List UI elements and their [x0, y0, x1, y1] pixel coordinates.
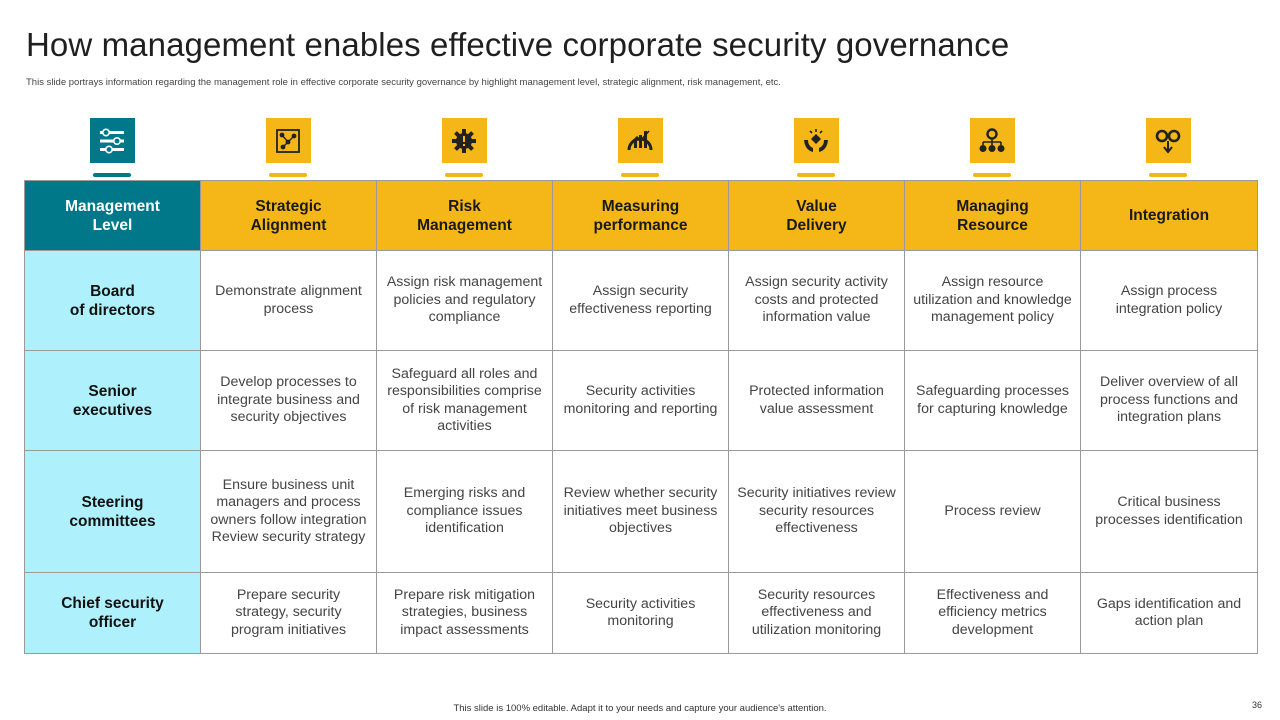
icon-cell-strategic-alignment [200, 118, 376, 178]
icon-row [24, 118, 1257, 178]
table-cell: Assign process integration policy [1080, 250, 1258, 351]
table-cell: Develop processes to integrate business … [200, 350, 377, 451]
table-cell: Safeguarding processes for capturing kno… [904, 350, 1081, 451]
header-value-delivery: Value Delivery [728, 180, 905, 251]
header-integration: Integration [1080, 180, 1258, 251]
table-row: Board of directors Demonstrate alignment… [24, 250, 1258, 351]
table-cell: Assign security effectiveness reporting [552, 250, 729, 351]
icon-underline [621, 173, 659, 177]
table-cell: Assign risk management policies and regu… [376, 250, 553, 351]
table-header-row: Management Level Strategic Alignment Ris… [24, 180, 1258, 251]
table-cell: Deliver overview of all process function… [1080, 350, 1258, 451]
table-cell: Security activities monitoring and repor… [552, 350, 729, 451]
icon-cell-measuring-performance [552, 118, 728, 178]
table-row: Steering committees Ensure business unit… [24, 450, 1258, 573]
strategy-chart-icon [265, 118, 311, 163]
table-cell: Emerging risks and compliance issues ide… [376, 450, 553, 573]
header-management-level: Management Level [24, 180, 201, 251]
table-cell: Assign resource utilization and knowledg… [904, 250, 1081, 351]
icon-cell-management-level [24, 118, 200, 178]
row-header-senior-executives: Senior executives [24, 350, 201, 451]
table-cell: Security initiatives review security res… [728, 450, 905, 573]
integration-gears-icon [1145, 118, 1191, 163]
icon-cell-integration [1080, 118, 1256, 178]
header-strategic-alignment: Strategic Alignment [200, 180, 377, 251]
settings-list-icon [89, 118, 135, 163]
icon-cell-value-delivery [728, 118, 904, 178]
table-cell: Security resources effectiveness and uti… [728, 572, 905, 654]
table-cell: Review whether security initiatives meet… [552, 450, 729, 573]
slide-title: How management enables effective corpora… [26, 26, 1010, 63]
gear-alert-icon [441, 118, 487, 163]
table-cell: Prepare risk mitigation strategies, busi… [376, 572, 553, 654]
icon-cell-risk-management [376, 118, 552, 178]
table-cell: Assign security activity costs and prote… [728, 250, 905, 351]
footer-note: This slide is 100% editable. Adapt it to… [453, 703, 827, 714]
table-cell: Prepare security strategy, security prog… [200, 572, 377, 654]
icon-underline [797, 173, 835, 177]
row-header-board-of-directors: Board of directors [24, 250, 201, 351]
header-measuring-performance: Measuring performance [552, 180, 729, 251]
slide-subtitle: This slide portrays information regardin… [26, 77, 781, 88]
table-cell: Ensure business unit managers and proces… [200, 450, 377, 573]
row-header-steering-committees: Steering committees [24, 450, 201, 573]
table-cell: Effectiveness and efficiency metrics dev… [904, 572, 1081, 654]
header-risk-management: Risk Management [376, 180, 553, 251]
icon-underline [445, 173, 483, 177]
page-number: 36 [1251, 700, 1262, 710]
table-row: Senior executives Develop processes to i… [24, 350, 1258, 451]
table-cell: Security activities monitoring [552, 572, 729, 654]
icon-underline [1149, 173, 1187, 177]
performance-chart-icon [617, 118, 663, 163]
icon-cell-managing-resource [904, 118, 1080, 178]
icon-underline [93, 173, 131, 177]
table-cell: Gaps identification and action plan [1080, 572, 1258, 654]
table-row: Chief security officer Prepare security … [24, 572, 1258, 654]
table-cell: Demonstrate alignment process [200, 250, 377, 351]
icon-underline [973, 173, 1011, 177]
table-cell: Protected information value assessment [728, 350, 905, 451]
icon-underline [269, 173, 307, 177]
table-cell: Safeguard all roles and responsibilities… [376, 350, 553, 451]
table-cell: Critical business processes identificati… [1080, 450, 1258, 573]
table-cell: Process review [904, 450, 1081, 573]
governance-table: Management Level Strategic Alignment Ris… [24, 180, 1258, 654]
value-hands-icon [793, 118, 839, 163]
header-managing-resource: Managing Resource [904, 180, 1081, 251]
row-header-chief-security-officer: Chief security officer [24, 572, 201, 654]
resource-gear-icon [969, 118, 1015, 163]
